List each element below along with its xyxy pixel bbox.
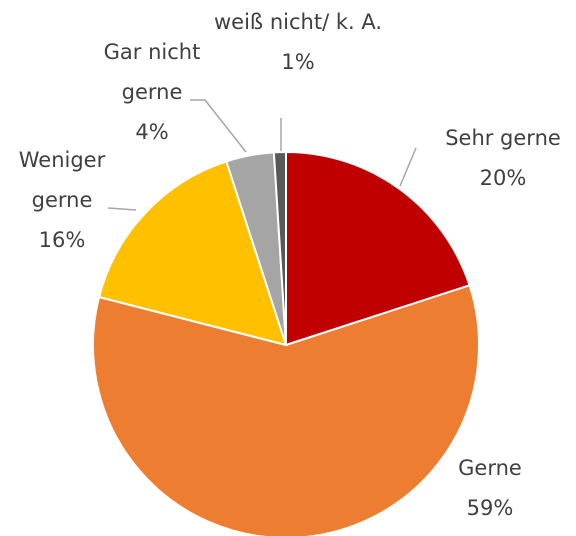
pie-slice bbox=[272, 150, 287, 346]
leader-line bbox=[399, 147, 417, 187]
data-label: Gar nicht gerne 4% bbox=[87, 32, 217, 152]
category-label: weiß nicht/ k. A. bbox=[214, 10, 382, 34]
data-label: Sehr gerne 20% bbox=[418, 118, 576, 198]
value-label: 4% bbox=[135, 120, 169, 144]
category-label: Gar nicht gerne bbox=[103, 40, 201, 104]
pie-slice bbox=[97, 160, 288, 347]
value-label: 16% bbox=[38, 228, 86, 252]
category-label: Gerne bbox=[458, 456, 522, 480]
category-label: Sehr gerne bbox=[445, 126, 561, 150]
category-label: Weniger gerne bbox=[18, 148, 106, 212]
pie-slice bbox=[285, 150, 471, 347]
value-label: 59% bbox=[466, 496, 514, 520]
data-label: Weniger gerne 16% bbox=[0, 140, 124, 260]
pie-slice bbox=[92, 284, 480, 536]
value-label: 1% bbox=[281, 50, 315, 74]
leader-line bbox=[107, 207, 137, 211]
data-label: Gerne 59% bbox=[420, 448, 560, 528]
value-label: 20% bbox=[479, 166, 527, 190]
data-label: weiß nicht/ k. A. 1% bbox=[203, 2, 393, 82]
leader-line bbox=[190, 99, 247, 153]
